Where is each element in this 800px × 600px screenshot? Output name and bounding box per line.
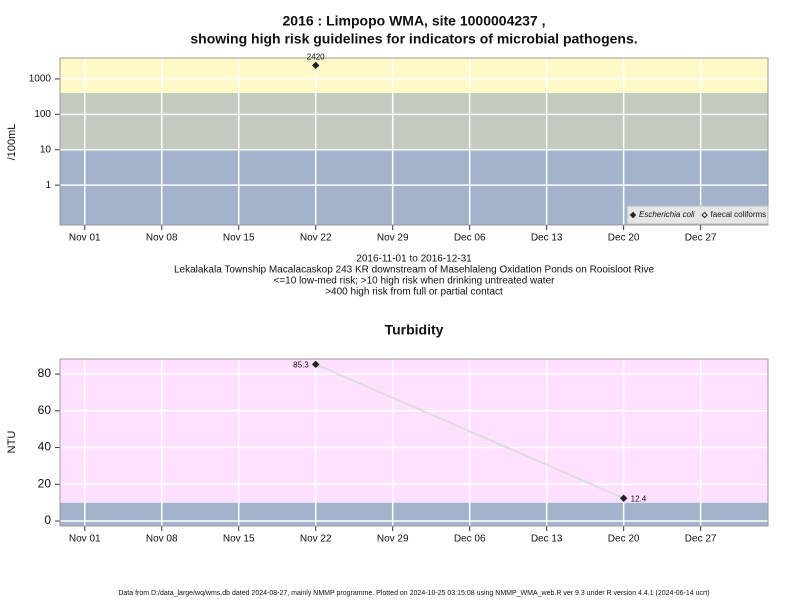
x-tick-label: Nov 15 — [223, 534, 255, 545]
risk-band — [60, 359, 768, 503]
y-tick-label: 1 — [45, 180, 51, 191]
data-point — [311, 360, 320, 369]
x-tick-label: Nov 01 — [69, 534, 101, 545]
chart-title: 2016 : Limpopo WMA, site 1000004237 , — [283, 13, 546, 29]
note: <=10 low-med risk; >10 high risk when dr… — [274, 276, 556, 287]
data-label: 85.3 — [293, 360, 309, 369]
data-line — [315, 363, 625, 500]
x-tick-label: Dec 27 — [685, 233, 717, 244]
x-tick-label: Nov 29 — [377, 534, 409, 545]
footer: Data from D:/data_large/wq/wms.db dated … — [118, 590, 709, 597]
y-tick-label: 60 — [38, 403, 52, 417]
y-tick-label: 20 — [38, 476, 52, 490]
y-tick-label: 100 — [34, 109, 51, 120]
legend-marker — [701, 211, 708, 219]
y-tick-label: 1000 — [29, 74, 52, 85]
y-tick-label: 10 — [40, 144, 52, 155]
data-label: 2420 — [307, 52, 325, 61]
x-tick-label: Nov 01 — [69, 233, 101, 244]
legend-label: Escherichia coli — [639, 210, 695, 219]
legend-marker — [629, 211, 637, 219]
risk-band — [60, 58, 768, 94]
x-tick-label: Nov 22 — [300, 233, 332, 244]
legend-label: faecal coliforms — [711, 210, 767, 219]
x-tick-label: Dec 13 — [531, 233, 563, 244]
x-tick-label: Nov 08 — [146, 534, 178, 545]
x-tick-label: Nov 22 — [300, 534, 332, 545]
note: Lekalakala Township Macalacaskop 243 KR … — [174, 265, 655, 276]
chart-subtitle: showing high risk guidelines for indicat… — [190, 31, 637, 47]
x-tick-label: Dec 06 — [454, 534, 486, 545]
plot-border — [59, 358, 769, 527]
x-tick-label: Dec 20 — [608, 233, 640, 244]
data-label: 12.4 — [631, 494, 647, 503]
x-tick-label: Dec 06 — [454, 233, 486, 244]
x-tick-label: Nov 15 — [223, 233, 255, 244]
risk-band — [60, 93, 768, 150]
y-tick-label: 40 — [38, 440, 52, 454]
x-tick-label: Dec 13 — [531, 534, 563, 545]
plot-border — [59, 57, 769, 226]
note: >400 high risk from full or partial cont… — [325, 287, 503, 298]
x-tick-label: Nov 29 — [377, 233, 409, 244]
y-tick-label: 80 — [38, 366, 52, 380]
data-point — [619, 494, 628, 502]
chart-title: Turbidity — [385, 322, 444, 338]
x-tick-label: Nov 08 — [146, 233, 178, 244]
note: 2016-11-01 to 2016-12-31 — [356, 254, 472, 265]
risk-band — [60, 502, 768, 526]
y-axis-label: /100mL — [6, 124, 18, 161]
data-point — [311, 61, 320, 70]
y-axis-label: NTU — [6, 431, 18, 454]
x-tick-label: Dec 20 — [608, 534, 640, 545]
y-tick-label: 0 — [44, 513, 51, 527]
x-tick-label: Dec 27 — [685, 534, 717, 545]
legend: Escherichia coli faecal coliforms — [626, 205, 769, 225]
legend-box — [626, 205, 769, 225]
